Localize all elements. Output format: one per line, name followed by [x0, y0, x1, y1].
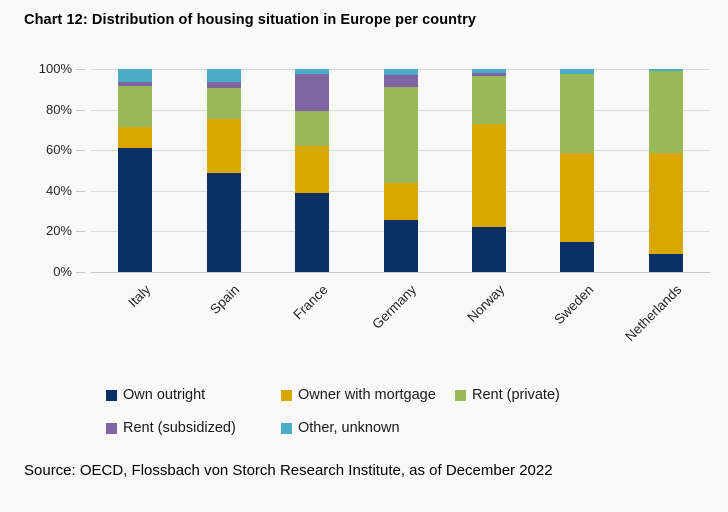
x-axis-category-label: Germany [369, 282, 420, 332]
x-axis-line [91, 272, 710, 273]
y-tick-mark [76, 69, 85, 70]
legend-swatch-icon [281, 389, 292, 401]
legend-item: Owner with mortgage [281, 387, 455, 403]
y-tick-mark [76, 190, 85, 192]
y-tick-mark [76, 272, 85, 273]
bar-segment [471, 76, 506, 124]
bar-segment [206, 69, 241, 83]
bar-segment [383, 69, 418, 76]
bar-segment [118, 86, 153, 127]
source-note: Source: OECD, Flossbach von Storch Resea… [24, 462, 553, 479]
y-axis-tick-label: 100% [38, 61, 72, 76]
bar-segment [560, 153, 595, 242]
bar-segment [648, 153, 683, 254]
legend-swatch-icon [281, 422, 292, 434]
bar-segment [206, 172, 241, 272]
x-axis-category-label: Italy [125, 282, 154, 311]
bar-segment [118, 126, 153, 149]
x-axis-category-label: Spain [207, 282, 243, 318]
legend-item: Own outright [106, 387, 281, 403]
legend: Own outright Owner with mortgage Rent (pri… [106, 387, 560, 436]
legend-item: Other, unknown [281, 420, 455, 436]
bar-segment [471, 227, 506, 272]
bar-segment [118, 69, 153, 83]
legend-item: Rent (private) [455, 387, 560, 403]
legend-swatch-icon [106, 422, 117, 434]
legend-swatch-icon [106, 389, 117, 401]
legend-swatch-icon [455, 389, 466, 401]
bar-segment [560, 241, 595, 272]
legend-label: Rent (subsidized) [123, 420, 236, 436]
bar-segment [118, 82, 153, 87]
bar-segment [383, 182, 418, 221]
bar-segment [560, 74, 595, 154]
bar-segment [648, 253, 683, 272]
x-axis-category-label: Netherlands [622, 282, 685, 345]
x-axis-category-label: France [290, 282, 331, 323]
bar-segment [295, 146, 330, 193]
y-tick-mark [76, 109, 85, 111]
y-tick-mark [76, 231, 85, 233]
legend-label: Own outright [123, 387, 206, 403]
legend-label: Rent (private) [472, 387, 560, 403]
bar-segment [560, 69, 595, 75]
bar-segment [471, 69, 506, 74]
bar-segment [295, 69, 330, 75]
y-axis-tick-label: 60% [45, 142, 72, 158]
bar-segment [471, 73, 506, 77]
bar-segment [295, 74, 330, 111]
legend-label: Other, unknown [298, 420, 400, 436]
y-axis-tick-label: 20% [45, 223, 72, 239]
bar-segment [295, 110, 330, 147]
bar-segment [383, 220, 418, 272]
bar-segment [471, 123, 506, 228]
y-axis-tick-label: 80% [45, 101, 72, 117]
y-tick-mark [76, 150, 85, 152]
bar-segment [206, 88, 241, 119]
bar-segment [383, 87, 418, 183]
bar-segment [295, 192, 330, 272]
x-axis-category-label: Norway [464, 282, 508, 325]
y-axis-tick-label: 0% [53, 264, 72, 279]
y-axis-tick-label: 40% [45, 182, 72, 198]
chart-title: Chart 12: Distribution of housing situat… [24, 12, 476, 28]
legend-label: Owner with mortgage [298, 387, 436, 403]
bar-segment [206, 118, 241, 173]
bar-segment [648, 69, 683, 72]
bar-segment [648, 71, 683, 154]
legend-item: Rent (subsidized) [106, 420, 281, 436]
bar-segment [118, 148, 153, 272]
bar-segment [383, 75, 418, 88]
x-axis-category-label: Sweden [550, 282, 596, 328]
bar-segment [206, 82, 241, 89]
